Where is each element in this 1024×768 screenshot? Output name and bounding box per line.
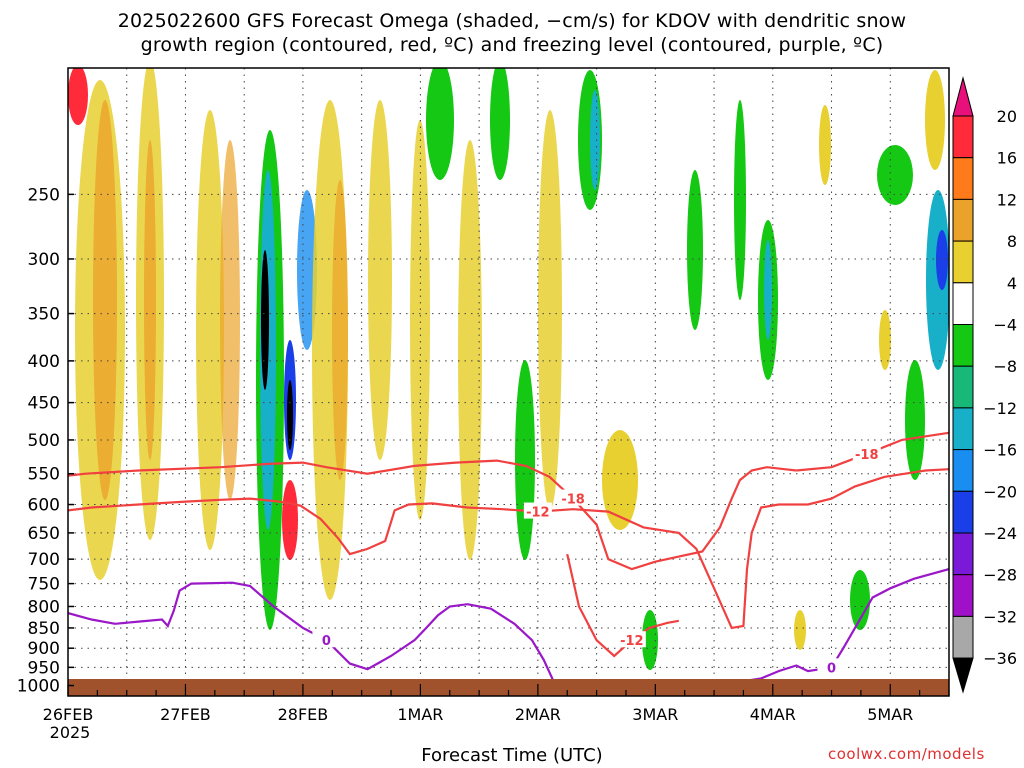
dendritic-contour-line: [566, 553, 679, 658]
dendritic-contour-label: -12: [526, 506, 550, 521]
colorbar-label: −20: [983, 482, 1017, 501]
colorbar-label: 20: [997, 107, 1017, 126]
y-tick-label: 450: [28, 394, 60, 414]
y-tick-label: 900: [28, 639, 60, 659]
freezing-contour-label: 0: [322, 634, 331, 649]
colorbar-label: 8: [1007, 232, 1017, 251]
chart-title-line1: 2025022600 GFS Forecast Omega (shaded, −…: [117, 10, 907, 32]
colorbar-swatch: [952, 115, 974, 159]
dendritic-contour-label-bg: [617, 631, 646, 648]
omega-shading: [68, 68, 949, 670]
colorbar-swatch: [952, 407, 974, 451]
colorbar-label: −32: [983, 607, 1017, 626]
y-tick-label: 700: [28, 550, 60, 570]
colorbar-swatch: [952, 240, 974, 284]
colorbar-swatch: [952, 157, 974, 200]
colorbar-top-arrow: [952, 76, 974, 117]
dendritic-contour-label-bg: [559, 489, 588, 506]
x-tick-label: 26FEB: [43, 705, 94, 724]
y-tick-label: 400: [28, 352, 60, 372]
colorbar-label: −8: [993, 357, 1017, 376]
colorbar-label: −28: [983, 566, 1017, 585]
colorbar-swatch: [952, 324, 974, 367]
colorbar-label: −12: [983, 399, 1017, 418]
y-tick-label: 250: [28, 185, 60, 205]
colorbar-label: 16: [997, 149, 1017, 168]
x-axis-title: Forecast Time (UTC): [421, 745, 603, 766]
colorbar-swatch: [952, 282, 974, 325]
y-tick-label: 950: [28, 658, 60, 678]
dendritic-contour-label-bg: [852, 444, 881, 461]
x-tick-label: 2MAR: [515, 705, 561, 724]
y-tick-label: 650: [28, 524, 60, 544]
colorbar-swatch: [952, 574, 974, 617]
y-axis: 2503003504004505005506006507007508008509…: [17, 185, 74, 697]
x-tick-sublabel: 2025: [50, 723, 91, 742]
y-tick-label: 500: [28, 431, 60, 451]
colorbar-label: 12: [997, 190, 1017, 209]
y-tick-label: 350: [28, 305, 60, 325]
colorbar-bottom-arrow: [952, 657, 974, 694]
chart-title-line2: growth region (contoured, red, ºC) and f…: [140, 34, 884, 56]
site-credit: coolwx.com/models: [828, 745, 985, 763]
y-tick-label: 1000: [17, 677, 60, 697]
colorbar-label: −24: [983, 524, 1017, 543]
terrain-strip: [68, 679, 949, 696]
y-tick-label: 750: [28, 575, 60, 595]
dendritic-contour-label: -18: [855, 448, 879, 463]
colorbar-swatch: [952, 490, 974, 534]
colorbar-swatch: [952, 365, 974, 409]
y-tick-label: 600: [28, 496, 60, 516]
x-tick-label: 27FEB: [160, 705, 211, 724]
colorbar-label: −16: [983, 441, 1017, 460]
dendritic-contour-label: -18: [561, 493, 585, 508]
colorbar-swatch: [952, 449, 974, 492]
x-tick-label: 4MAR: [750, 705, 796, 724]
colorbar: 20 16 12 8 4 −4 −8 −12 −16 −20 −24 −28 −32 −36: [952, 76, 1017, 694]
colorbar-label: −4: [993, 316, 1017, 335]
contours: -18-12-18-12000: [68, 431, 949, 696]
colorbar-swatch: [952, 198, 974, 242]
dendritic-contour-label-bg: [523, 502, 552, 519]
freezing-contour-label: 0: [827, 661, 836, 676]
x-tick-label: 28FEB: [278, 705, 329, 724]
freezing-contour-label-bg: [817, 658, 846, 675]
y-tick-label: 550: [28, 465, 60, 485]
x-tick-label: 1MAR: [397, 705, 443, 724]
freezing-contour-label-bg: [312, 631, 341, 648]
y-tick-label: 300: [28, 250, 60, 270]
y-tick-label: 850: [28, 619, 60, 639]
x-tick-label: 3MAR: [632, 705, 678, 724]
y-tick-label: 800: [28, 597, 60, 617]
colorbar-swatch: [952, 615, 974, 659]
dendritic-contour-label: -12: [620, 634, 644, 649]
colorbar-label: 4: [1007, 274, 1017, 293]
x-tick-label: 5MAR: [867, 705, 913, 724]
colorbar-label: −36: [983, 649, 1017, 668]
colorbar-swatch: [952, 532, 974, 576]
